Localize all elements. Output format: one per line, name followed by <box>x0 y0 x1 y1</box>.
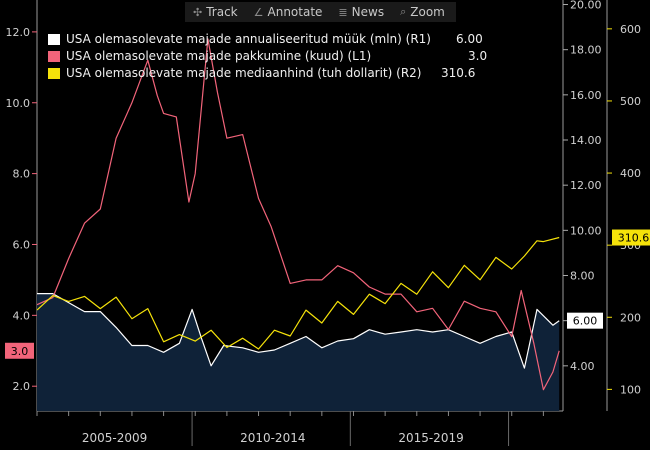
supply-last-value: 3.0 <box>11 345 29 358</box>
right2-tick-label: 100 <box>620 383 641 396</box>
x-tick-label: 2015-2019 <box>398 431 463 445</box>
right1-tick-label: 8.00 <box>570 270 595 283</box>
left-tick-label: 6.0 <box>13 238 31 251</box>
legend-item-sales: USA olemasolevate majade annualiseeritud… <box>48 31 483 48</box>
pencil-icon: ∠ <box>253 5 264 19</box>
right1-tick-label: 14.00 <box>570 134 602 147</box>
legend-label: USA olemasolevate majade pakkumine (kuud… <box>66 49 372 63</box>
legend-swatch <box>48 34 60 45</box>
right1-tick-label: 12.00 <box>570 179 602 192</box>
supply-last-value-bg <box>5 342 34 359</box>
legend-swatch <box>48 68 60 79</box>
sales-series <box>37 293 560 369</box>
zoom-button[interactable]: ⌕ Zoom <box>392 2 453 22</box>
price-last-value-bg <box>612 229 650 246</box>
left-tick-label: 12.0 <box>6 26 31 39</box>
news-label: News <box>351 5 385 19</box>
x-tick-label: 2010-2014 <box>240 431 305 445</box>
sales-last-value: 6.00 <box>573 315 598 328</box>
left-tick-label: 2.0 <box>13 380 31 393</box>
track-button[interactable]: ✣ Track <box>185 2 246 22</box>
legend-label: USA olemasolevate majade annualiseeritud… <box>66 32 431 46</box>
annotate-button[interactable]: ∠ Annotate <box>246 2 331 22</box>
price-last-value: 310.6 <box>618 232 650 245</box>
right2-tick-label: 400 <box>620 167 641 180</box>
right1-tick-label: 10.00 <box>570 224 602 237</box>
legend-label: USA olemasolevate majade mediaanhind (tu… <box>66 66 422 80</box>
price-series <box>36 236 560 350</box>
crosshair-icon: ✣ <box>193 5 203 19</box>
right2-tick-label: 600 <box>620 23 641 36</box>
right1-tick-label: 20.00 <box>570 0 602 12</box>
legend-value: 6.00 <box>456 32 483 46</box>
zoom-label: Zoom <box>410 5 445 19</box>
annotate-label: Annotate <box>267 5 323 19</box>
legend-value: 3.0 <box>468 49 488 63</box>
right1-tick-label: 4.00 <box>570 360 595 373</box>
sales-series-area <box>37 293 560 411</box>
chart-toolbar: ✣ Track ∠ Annotate ≣ News ⌕ Zoom <box>185 2 456 22</box>
chart-legend: USA olemasolevate majade annualiseeritud… <box>48 31 487 82</box>
news-icon: ≣ <box>338 5 348 19</box>
left-tick-label: 10.0 <box>6 97 31 110</box>
legend-value: 310.6 <box>441 66 476 80</box>
left-tick-label: 4.0 <box>13 309 31 322</box>
x-tick-label: 2005-2009 <box>82 431 147 445</box>
news-button[interactable]: ≣ News <box>330 2 392 22</box>
right1-tick-label: 18.00 <box>570 44 602 57</box>
legend-item-price: USA olemasolevate majade mediaanhind (tu… <box>48 65 475 82</box>
right2-tick-label: 200 <box>620 311 641 324</box>
legend-item-supply: USA olemasolevate majade pakkumine (kuud… <box>48 48 487 65</box>
search-icon: ⌕ <box>400 5 407 18</box>
supply-series <box>36 38 560 391</box>
left-tick-label: 8.0 <box>13 168 31 181</box>
right2-tick-label: 500 <box>620 95 641 108</box>
right1-tick-label: 16.00 <box>570 89 602 102</box>
track-label: Track <box>206 5 238 19</box>
sales-last-value-bg <box>567 312 603 329</box>
legend-swatch <box>48 51 60 62</box>
